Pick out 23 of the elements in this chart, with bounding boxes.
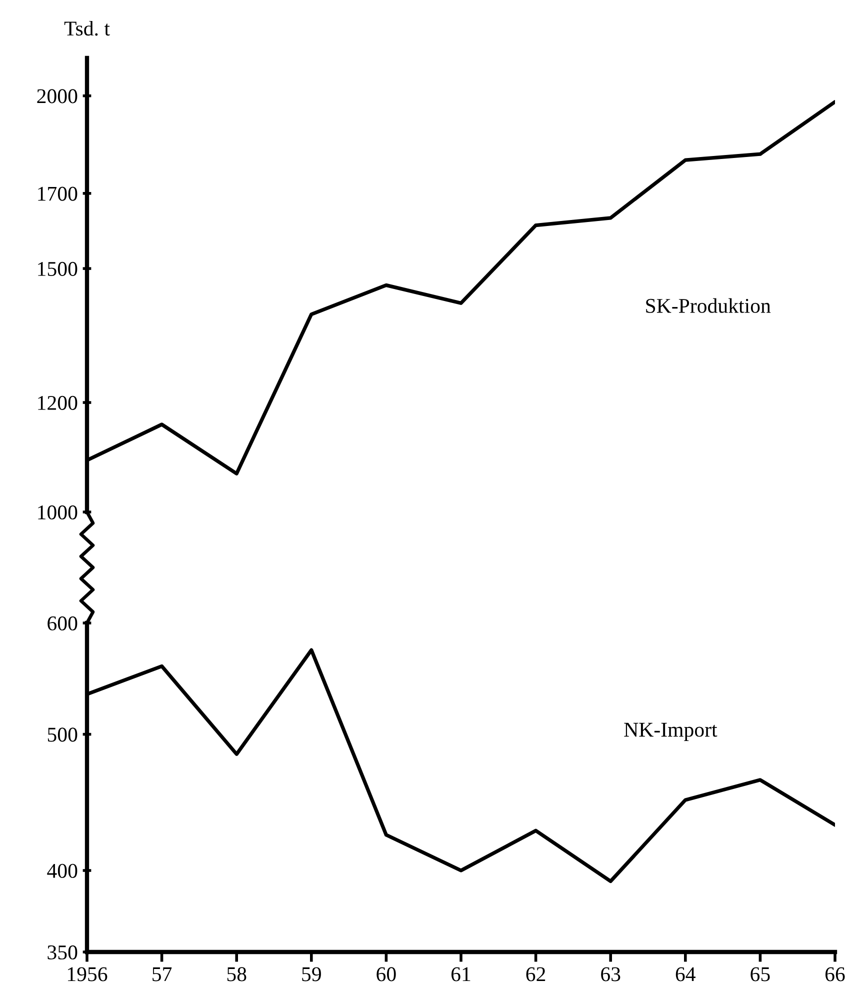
x-tick-label: 66 bbox=[825, 967, 845, 982]
y-tick-label: 400 bbox=[47, 864, 78, 878]
x-tick-label: 1956 bbox=[68, 967, 108, 982]
y-tick-label: 600 bbox=[48, 616, 78, 630]
y-axis-title: Tsd. t bbox=[64, 20, 110, 36]
y-tick-label: 2000 bbox=[37, 89, 78, 104]
text: NK-Import bbox=[624, 722, 718, 742]
y-tick-label: 500 bbox=[48, 728, 78, 742]
y-tick-label: 1500 bbox=[38, 262, 78, 276]
x-tick-label: 63 bbox=[601, 967, 620, 982]
x-tick-label: 65 bbox=[750, 967, 770, 982]
x-tick-label: 62 bbox=[526, 967, 546, 982]
x-tick-label: 64 bbox=[676, 967, 696, 982]
y-tick-label: 1700 bbox=[38, 186, 78, 201]
y-tick-label: 350 bbox=[48, 945, 78, 960]
x-tick-label: 57 bbox=[152, 967, 172, 982]
x-tick-label: 61 bbox=[451, 967, 470, 982]
text: SK-Produktion bbox=[646, 298, 771, 313]
x-tick-label: 60 bbox=[376, 967, 396, 982]
x-tick-label: 59 bbox=[302, 967, 321, 982]
x-tick-label: 58 bbox=[227, 967, 246, 982]
y-tick-label: 1200 bbox=[38, 396, 78, 410]
y-tick-label: 1000 bbox=[38, 505, 78, 520]
